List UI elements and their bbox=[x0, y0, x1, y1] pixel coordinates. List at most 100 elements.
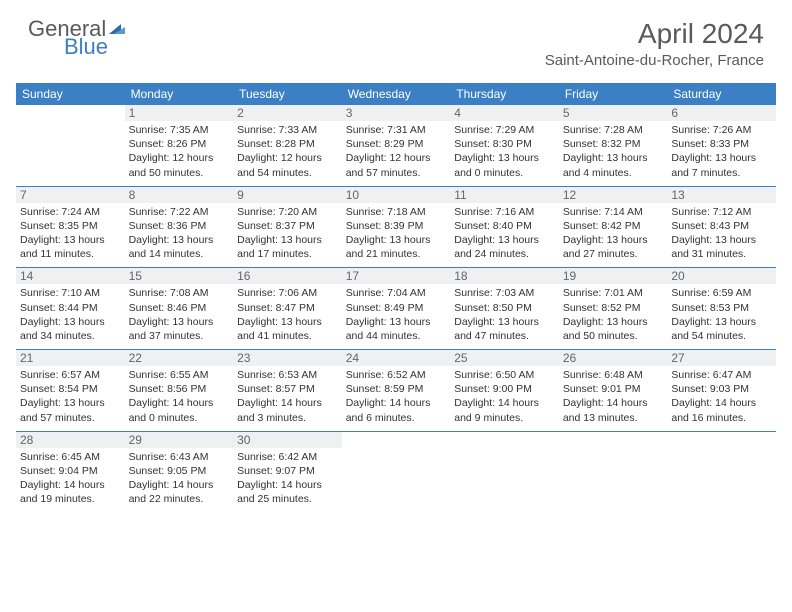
day-number: 29 bbox=[125, 432, 234, 448]
calendar-body: 1 Sunrise: 7:35 AMSunset: 8:26 PMDaylight… bbox=[16, 105, 776, 512]
day-number: 18 bbox=[450, 268, 559, 284]
day-cell: 12 Sunrise: 7:14 AMSunset: 8:42 PMDayligh… bbox=[559, 186, 668, 268]
day-info: Sunrise: 7:16 AMSunset: 8:40 PMDaylight:… bbox=[454, 205, 555, 262]
day-number: 3 bbox=[342, 105, 451, 121]
col-header: Tuesday bbox=[233, 83, 342, 105]
day-number: 8 bbox=[125, 187, 234, 203]
week-row: 7Sunrise: 7:24 AMSunset: 8:35 PMDaylight… bbox=[16, 186, 776, 268]
day-number: 14 bbox=[16, 268, 125, 284]
day-cell: 24 Sunrise: 6:52 AMSunset: 8:59 PMDayligh… bbox=[342, 350, 451, 432]
empty-cell bbox=[342, 431, 451, 512]
day-cell: 18Sunrise: 7:03 AMSunset: 8:50 PMDayligh… bbox=[450, 268, 559, 350]
day-cell: 11 Sunrise: 7:16 AMSunset: 8:40 PMDayligh… bbox=[450, 186, 559, 268]
col-header: Thursday bbox=[450, 83, 559, 105]
week-row: 21 Sunrise: 6:57 AMSunset: 8:54 PMDayligh… bbox=[16, 350, 776, 432]
day-cell: 5 Sunrise: 7:28 AMSunset: 8:32 PMDaylight… bbox=[559, 105, 668, 186]
day-number: 9 bbox=[233, 187, 342, 203]
day-cell: 25 Sunrise: 6:50 AMSunset: 9:00 PMDayligh… bbox=[450, 350, 559, 432]
day-number: 25 bbox=[450, 350, 559, 366]
day-number: 10 bbox=[342, 187, 451, 203]
empty-cell bbox=[16, 105, 125, 186]
logo-text-2: Blue bbox=[64, 34, 108, 59]
day-number: 12 bbox=[559, 187, 668, 203]
day-number: 15 bbox=[125, 268, 234, 284]
day-info: Sunrise: 7:28 AMSunset: 8:32 PMDaylight:… bbox=[563, 123, 664, 180]
day-cell: 7Sunrise: 7:24 AMSunset: 8:35 PMDaylight… bbox=[16, 186, 125, 268]
day-number: 27 bbox=[667, 350, 776, 366]
day-number: 28 bbox=[16, 432, 125, 448]
day-info: Sunrise: 6:50 AMSunset: 9:00 PMDaylight:… bbox=[454, 368, 555, 425]
day-cell: 22 Sunrise: 6:55 AMSunset: 8:56 PMDayligh… bbox=[125, 350, 234, 432]
day-info: Sunrise: 7:18 AMSunset: 8:39 PMDaylight:… bbox=[346, 205, 447, 262]
day-cell: 2 Sunrise: 7:33 AMSunset: 8:28 PMDaylight… bbox=[233, 105, 342, 186]
day-number: 24 bbox=[342, 350, 451, 366]
day-info: Sunrise: 6:42 AMSunset: 9:07 PMDaylight:… bbox=[237, 450, 338, 507]
location: Saint-Antoine-du-Rocher, France bbox=[545, 52, 764, 69]
header: GeneralBlue April 2024 Saint-Antoine-du-… bbox=[0, 0, 792, 77]
day-number: 22 bbox=[125, 350, 234, 366]
day-cell: 16Sunrise: 7:06 AMSunset: 8:47 PMDayligh… bbox=[233, 268, 342, 350]
day-cell: 28 Sunrise: 6:45 AMSunset: 9:04 PMDayligh… bbox=[16, 431, 125, 512]
day-info: Sunrise: 7:26 AMSunset: 8:33 PMDaylight:… bbox=[671, 123, 772, 180]
day-cell: 20 Sunrise: 6:59 AMSunset: 8:53 PMDayligh… bbox=[667, 268, 776, 350]
day-number: 16 bbox=[233, 268, 342, 284]
day-cell: 10 Sunrise: 7:18 AMSunset: 8:39 PMDayligh… bbox=[342, 186, 451, 268]
day-cell: 29 Sunrise: 6:43 AMSunset: 9:05 PMDayligh… bbox=[125, 431, 234, 512]
empty-cell bbox=[450, 431, 559, 512]
day-info: Sunrise: 7:10 AMSunset: 8:44 PMDaylight:… bbox=[20, 286, 121, 343]
day-number: 13 bbox=[667, 187, 776, 203]
header-row: SundayMondayTuesdayWednesdayThursdayFrid… bbox=[16, 83, 776, 105]
week-row: 1 Sunrise: 7:35 AMSunset: 8:26 PMDaylight… bbox=[16, 105, 776, 186]
day-info: Sunrise: 6:57 AMSunset: 8:54 PMDaylight:… bbox=[20, 368, 121, 425]
empty-cell bbox=[559, 431, 668, 512]
col-header: Friday bbox=[559, 83, 668, 105]
day-info: Sunrise: 7:33 AMSunset: 8:28 PMDaylight:… bbox=[237, 123, 338, 180]
day-cell: 9 Sunrise: 7:20 AMSunset: 8:37 PMDaylight… bbox=[233, 186, 342, 268]
day-number: 6 bbox=[667, 105, 776, 121]
day-cell: 4Sunrise: 7:29 AMSunset: 8:30 PMDaylight… bbox=[450, 105, 559, 186]
day-info: Sunrise: 6:52 AMSunset: 8:59 PMDaylight:… bbox=[346, 368, 447, 425]
day-info: Sunrise: 7:35 AMSunset: 8:26 PMDaylight:… bbox=[129, 123, 230, 180]
day-info: Sunrise: 7:14 AMSunset: 8:42 PMDaylight:… bbox=[563, 205, 664, 262]
day-info: Sunrise: 6:43 AMSunset: 9:05 PMDaylight:… bbox=[129, 450, 230, 507]
day-info: Sunrise: 6:45 AMSunset: 9:04 PMDaylight:… bbox=[20, 450, 121, 507]
day-cell: 27 Sunrise: 6:47 AMSunset: 9:03 PMDayligh… bbox=[667, 350, 776, 432]
page-title: April 2024 bbox=[545, 18, 764, 50]
day-number: 1 bbox=[125, 105, 234, 121]
day-number: 26 bbox=[559, 350, 668, 366]
day-number: 11 bbox=[450, 187, 559, 203]
logo-icon bbox=[108, 18, 127, 40]
day-cell: 15 Sunrise: 7:08 AMSunset: 8:46 PMDayligh… bbox=[125, 268, 234, 350]
day-number: 5 bbox=[559, 105, 668, 121]
day-number: 20 bbox=[667, 268, 776, 284]
empty-cell bbox=[667, 431, 776, 512]
day-info: Sunrise: 6:47 AMSunset: 9:03 PMDaylight:… bbox=[671, 368, 772, 425]
day-number: 19 bbox=[559, 268, 668, 284]
day-info: Sunrise: 7:20 AMSunset: 8:37 PMDaylight:… bbox=[237, 205, 338, 262]
day-info: Sunrise: 6:59 AMSunset: 8:53 PMDaylight:… bbox=[671, 286, 772, 343]
logo: GeneralBlue bbox=[28, 18, 127, 62]
day-info: Sunrise: 7:04 AMSunset: 8:49 PMDaylight:… bbox=[346, 286, 447, 343]
day-cell: 26Sunrise: 6:48 AMSunset: 9:01 PMDayligh… bbox=[559, 350, 668, 432]
day-number: 23 bbox=[233, 350, 342, 366]
day-info: Sunrise: 7:12 AMSunset: 8:43 PMDaylight:… bbox=[671, 205, 772, 262]
calendar-table: SundayMondayTuesdayWednesdayThursdayFrid… bbox=[16, 83, 776, 512]
day-info: Sunrise: 7:31 AMSunset: 8:29 PMDaylight:… bbox=[346, 123, 447, 180]
day-info: Sunrise: 6:53 AMSunset: 8:57 PMDaylight:… bbox=[237, 368, 338, 425]
day-number: 4 bbox=[450, 105, 559, 121]
col-header: Saturday bbox=[667, 83, 776, 105]
day-number: 2 bbox=[233, 105, 342, 121]
day-cell: 13 Sunrise: 7:12 AMSunset: 8:43 PMDayligh… bbox=[667, 186, 776, 268]
title-block: April 2024 Saint-Antoine-du-Rocher, Fran… bbox=[545, 18, 764, 69]
day-cell: 6 Sunrise: 7:26 AMSunset: 8:33 PMDaylight… bbox=[667, 105, 776, 186]
day-cell: 1 Sunrise: 7:35 AMSunset: 8:26 PMDaylight… bbox=[125, 105, 234, 186]
day-cell: 30Sunrise: 6:42 AMSunset: 9:07 PMDayligh… bbox=[233, 431, 342, 512]
week-row: 28 Sunrise: 6:45 AMSunset: 9:04 PMDayligh… bbox=[16, 431, 776, 512]
day-info: Sunrise: 7:08 AMSunset: 8:46 PMDaylight:… bbox=[129, 286, 230, 343]
day-number: 21 bbox=[16, 350, 125, 366]
day-cell: 23 Sunrise: 6:53 AMSunset: 8:57 PMDayligh… bbox=[233, 350, 342, 432]
day-cell: 3 Sunrise: 7:31 AMSunset: 8:29 PMDaylight… bbox=[342, 105, 451, 186]
day-info: Sunrise: 7:24 AMSunset: 8:35 PMDaylight:… bbox=[20, 205, 121, 262]
day-cell: 19Sunrise: 7:01 AMSunset: 8:52 PMDayligh… bbox=[559, 268, 668, 350]
day-info: Sunrise: 6:55 AMSunset: 8:56 PMDaylight:… bbox=[129, 368, 230, 425]
